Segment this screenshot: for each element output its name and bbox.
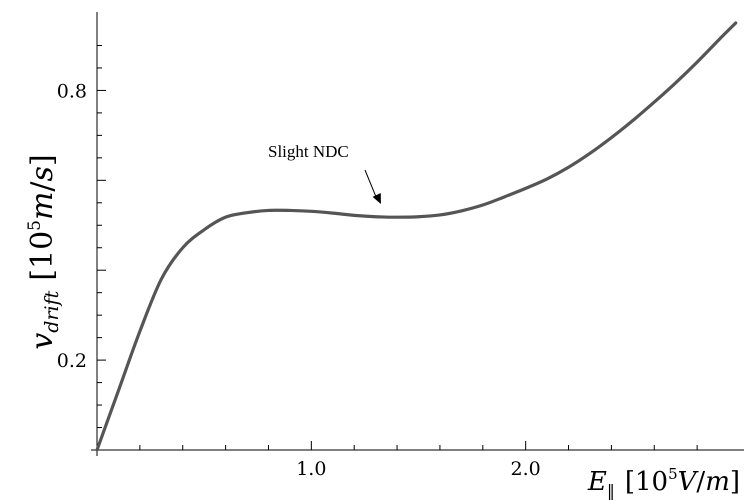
y-axis-title: vdrift[105m/s]	[25, 154, 63, 349]
y-tick-label: 0.2	[57, 350, 87, 372]
tick-labels: 1.0 2.0 0.2 0.8	[57, 80, 541, 480]
annotation-slight-ndc: Slight NDC	[268, 142, 381, 205]
x-axis-title: E‖ [105V/m]	[587, 465, 740, 500]
annotation-label: Slight NDC	[268, 142, 349, 161]
x-tick-label: 2.0	[511, 458, 541, 480]
y-tick-label: 0.8	[57, 80, 87, 102]
annotation-arrow-line	[364, 169, 378, 200]
annotation-arrow-head	[372, 193, 381, 205]
tick-marks	[97, 44, 698, 450]
series-layer	[95, 21, 738, 452]
x-tick-label: 1.0	[296, 458, 326, 480]
series-line	[95, 21, 738, 452]
